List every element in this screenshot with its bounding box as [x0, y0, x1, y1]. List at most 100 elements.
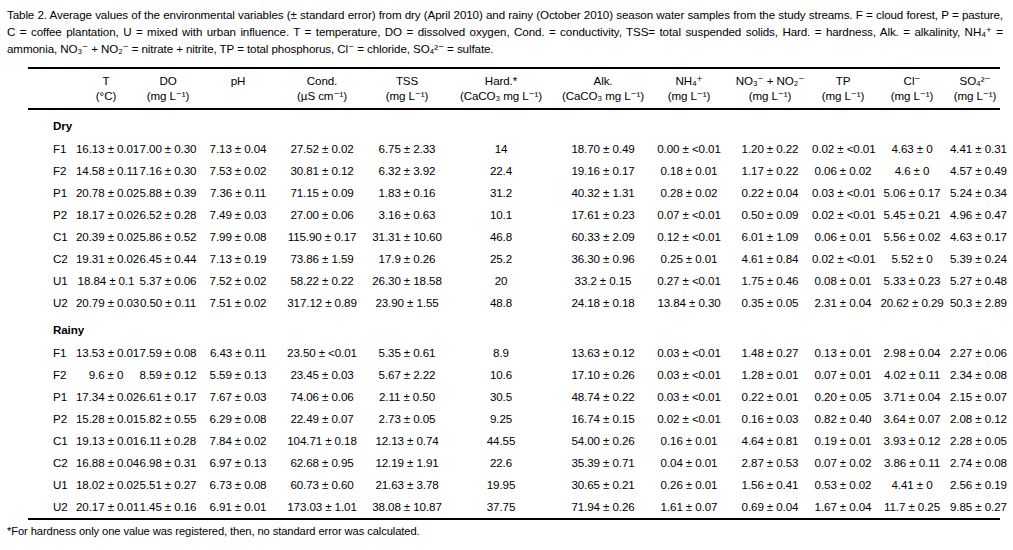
value-cell: 13.63 ± 0.12	[556, 342, 650, 364]
table-row: C119.13 ± 0.016.11 ± 0.287.84 ± 0.02104.…	[28, 430, 1000, 452]
site-label: C2	[28, 452, 76, 474]
value-cell: 60.33 ± 2.09	[556, 226, 650, 248]
site-label: F2	[28, 160, 76, 182]
value-cell: 9.25	[446, 408, 556, 430]
table-caption: Table 2. Average values of the environme…	[0, 0, 1013, 58]
value-cell: 2.74 ± 0.08	[950, 452, 1000, 474]
value-cell: 33.2 ± 0.15	[556, 270, 650, 292]
value-cell: 6.11 ± 0.28	[136, 430, 200, 452]
value-cell: 74.06 ± 0.06	[276, 386, 368, 408]
value-cell: 62.68 ± 0.95	[276, 452, 368, 474]
table-row: F29.6 ± 08.59 ± 0.125.59 ± 0.1323.45 ± 0…	[28, 364, 1000, 386]
value-cell: 0.22 ± 0.04	[728, 182, 812, 204]
value-cell: 0.53 ± 0.02	[812, 474, 874, 496]
value-cell: 19.16 ± 0.17	[556, 160, 650, 182]
value-cell: 0.07 ± <0.01	[650, 204, 728, 226]
value-cell: 6.32 ± 3.92	[368, 160, 446, 182]
season-label: Rainy	[28, 314, 1000, 342]
value-cell: 0.13 ± 0.01	[812, 342, 874, 364]
value-cell: 9.6 ± 0	[76, 364, 136, 386]
value-cell: 2.11 ± 0.50	[368, 386, 446, 408]
value-cell: 7.00 ± 0.30	[136, 138, 200, 160]
value-cell: 17.10 ± 0.26	[556, 364, 650, 386]
value-cell: 9.85 ± 0.27	[950, 496, 1000, 519]
table-row: C120.39 ± 0.025.86 ± 0.527.99 ± 0.08115.…	[28, 226, 1000, 248]
value-cell: 24.18 ± 0.18	[556, 292, 650, 314]
value-cell: 27.00 ± 0.06	[276, 204, 368, 226]
value-cell: 7.16 ± 0.30	[136, 160, 200, 182]
value-cell: 10.1	[446, 204, 556, 226]
value-cell: 0.02 ± <0.01	[812, 248, 874, 270]
site-label: P1	[28, 182, 76, 204]
value-cell: 4.64 ± 0.81	[728, 430, 812, 452]
value-cell: 44.55	[446, 430, 556, 452]
site-label: C2	[28, 248, 76, 270]
value-cell: 54.00 ± 0.26	[556, 430, 650, 452]
value-cell: 0.27 ± <0.01	[650, 270, 728, 292]
value-cell: 71.94 ± 0.26	[556, 496, 650, 519]
value-cell: 20.17 ± 0.01	[76, 496, 136, 519]
value-cell: 1.67 ± 0.04	[812, 496, 874, 519]
table-body: DryF116.13 ± 0.017.00 ± 0.307.13 ± 0.042…	[28, 109, 1000, 519]
column-header-chloride: Cl⁻ (mg L⁻¹)	[874, 68, 950, 109]
value-cell: 0.02 ± <0.01	[812, 204, 874, 226]
value-cell: 7.59 ± 0.08	[136, 342, 200, 364]
table-header: T (°C) DO (mg L⁻¹) pH Cond. (µS cm⁻¹) TS…	[28, 68, 1000, 109]
value-cell: 1.17 ± 0.22	[728, 160, 812, 182]
value-cell: 0.50 ± 0.11	[136, 292, 200, 314]
value-cell: 5.45 ± 0.21	[874, 204, 950, 226]
value-cell: 4.63 ± 0.17	[950, 226, 1000, 248]
season-section-row: Dry	[28, 109, 1000, 138]
column-header-sulfate: SO₄²⁻ (mg L⁻¹)	[950, 68, 1000, 109]
value-cell: 30.5	[446, 386, 556, 408]
value-cell: 8.9	[446, 342, 556, 364]
value-cell: 25.2	[446, 248, 556, 270]
value-cell: 1.56 ± 0.41	[728, 474, 812, 496]
value-cell: 5.59 ± 0.13	[200, 364, 276, 386]
column-header-conductivity: Cond. (µS cm⁻¹)	[276, 68, 368, 109]
value-cell: 12.19 ± 1.91	[368, 452, 446, 474]
value-cell: 2.15 ± 0.07	[950, 386, 1000, 408]
value-cell: 0.04 ± 0.01	[650, 452, 728, 474]
table-row: C219.31 ± 0.026.45 ± 0.447.13 ± 0.1973.8…	[28, 248, 1000, 270]
site-label: U1	[28, 270, 76, 292]
value-cell: 4.02 ± 0.11	[874, 364, 950, 386]
value-cell: 14.58 ± 0.11	[76, 160, 136, 182]
value-cell: 0.03 ± <0.01	[650, 364, 728, 386]
value-cell: 15.28 ± 0.01	[76, 408, 136, 430]
value-cell: 7.84 ± 0.02	[200, 430, 276, 452]
value-cell: 5.33 ± 0.23	[874, 270, 950, 292]
environmental-variables-table: T (°C) DO (mg L⁻¹) pH Cond. (µS cm⁻¹) TS…	[28, 67, 1000, 520]
site-label: P2	[28, 408, 76, 430]
value-cell: 20.79 ± 0.03	[76, 292, 136, 314]
value-cell: 0.12 ± <0.01	[650, 226, 728, 248]
value-cell: 7.99 ± 0.08	[200, 226, 276, 248]
table-row: U220.79 ± 0.030.50 ± 0.117.51 ± 0.02317.…	[28, 292, 1000, 314]
value-cell: 0.25 ± 0.01	[650, 248, 728, 270]
value-cell: 23.90 ± 1.55	[368, 292, 446, 314]
value-cell: 18.70 ± 0.49	[556, 138, 650, 160]
value-cell: 21.63 ± 3.78	[368, 474, 446, 496]
season-section-row: Rainy	[28, 314, 1000, 342]
value-cell: 2.56 ± 0.19	[950, 474, 1000, 496]
value-cell: 1.20 ± 0.22	[728, 138, 812, 160]
value-cell: 13.84 ± 0.30	[650, 292, 728, 314]
value-cell: 3.71 ± 0.04	[874, 386, 950, 408]
value-cell: 1.28 ± 0.01	[728, 364, 812, 386]
value-cell: 0.19 ± 0.01	[812, 430, 874, 452]
value-cell: 5.86 ± 0.52	[136, 226, 200, 248]
table-row: U220.17 ± 0.011.45 ± 0.166.91 ± 0.01173.…	[28, 496, 1000, 519]
value-cell: 60.73 ± 0.60	[276, 474, 368, 496]
site-label: U2	[28, 292, 76, 314]
column-header-alkalinity: Alk. (CaCO₃ mg L⁻¹)	[556, 68, 650, 109]
value-cell: 35.39 ± 0.71	[556, 452, 650, 474]
value-cell: 173.03 ± 1.01	[276, 496, 368, 519]
value-cell: 1.48 ± 0.27	[728, 342, 812, 364]
value-cell: 18.84 ± 0.1	[76, 270, 136, 292]
value-cell: 5.37 ± 0.06	[136, 270, 200, 292]
column-header-hardness: Hard.* (CaCO₃ mg L⁻¹)	[446, 68, 556, 109]
value-cell: 5.51 ± 0.27	[136, 474, 200, 496]
value-cell: 6.01 ± 1.09	[728, 226, 812, 248]
value-cell: 4.41 ± 0	[874, 474, 950, 496]
table-row: P117.34 ± 0.026.61 ± 0.177.67 ± 0.0374.0…	[28, 386, 1000, 408]
